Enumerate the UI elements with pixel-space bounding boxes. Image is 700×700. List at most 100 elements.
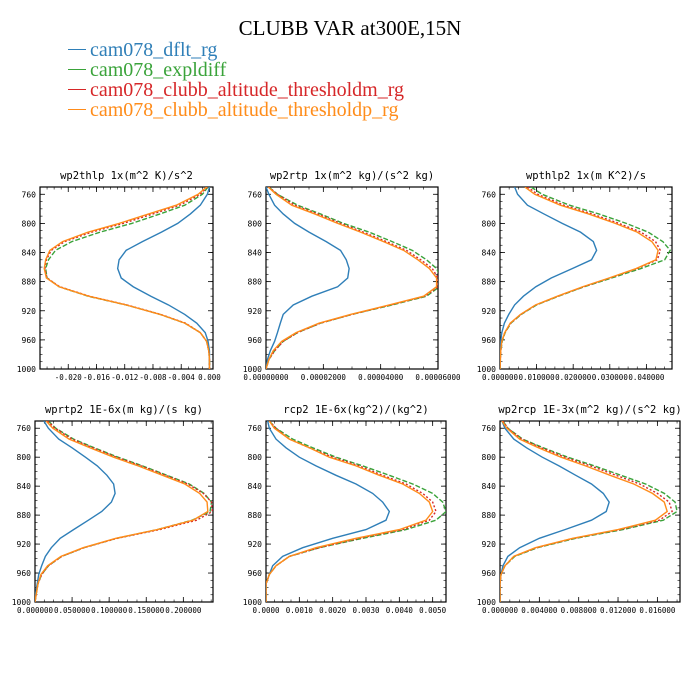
y-tick-label: 840 [248, 482, 263, 491]
x-tick-label: -0.016 [83, 373, 111, 382]
series-line [500, 187, 672, 369]
y-tick-label: 840 [17, 482, 32, 491]
series-line [43, 187, 211, 369]
y-tick-label: 800 [22, 219, 37, 228]
chart-title: wpthlp2 1x(m K^2)/s [526, 170, 646, 182]
plot-frame [499, 186, 673, 370]
x-tick-label: 0.00006000 [415, 373, 461, 382]
x-tick-label: 0.00002000 [301, 373, 347, 382]
legend-swatch [68, 88, 86, 90]
x-tick-label: -0.020 [55, 373, 83, 382]
legend-item-thresholdp: cam078_clubb_altitude_thresholdp_rg [68, 100, 404, 120]
series-line [266, 421, 437, 602]
y-tick-label: 800 [248, 219, 263, 228]
y-tick-label: 880 [22, 278, 37, 287]
y-tick-label: 800 [17, 453, 32, 462]
chart-title: wp2thlp 1x(m^2 K)/s^2 [60, 170, 193, 182]
series-line [116, 187, 211, 369]
x-tick-label: 0.0030 [352, 606, 380, 615]
y-tick-label: 1000 [477, 365, 496, 374]
x-tick-label: 0.150000 [128, 606, 165, 615]
x-tick-label: 0.016000 [639, 606, 676, 615]
legend-label: cam078_clubb_altitude_thresholdm_rg [90, 79, 405, 101]
x-tick-label: 0.0050 [419, 606, 447, 615]
chart-panel: wp2thlp 1x(m^2 K)/s^2 760 800 840 880 920 960 1… [17, 170, 222, 382]
y-tick-label: 880 [17, 511, 32, 520]
x-tick-label: 0.200000 [165, 606, 202, 615]
series-line [35, 421, 213, 602]
y-tick-label: 1000 [477, 598, 496, 607]
y-tick-label: 880 [482, 278, 497, 287]
page-title: CLUBB VAR at300E,15N [238, 16, 462, 40]
y-tick-label: 880 [248, 511, 263, 520]
x-tick-label: -0.008 [139, 373, 167, 382]
y-tick-label: 1000 [243, 365, 262, 374]
x-tick-label: 0.00004000 [358, 373, 404, 382]
legend-swatch [68, 108, 86, 110]
chart-title: wp2rcp 1E-3x(m^2 kg)/(s^2 kg) [498, 404, 681, 416]
y-tick-label: 960 [17, 569, 32, 578]
x-tick-label: 0.0010 [286, 606, 314, 615]
plot-frame [34, 420, 214, 603]
series-line [35, 421, 209, 602]
x-tick-label: 0.040000 [628, 373, 665, 382]
series-line [266, 421, 434, 602]
y-tick-label: 960 [482, 569, 497, 578]
chart-panel: wprtp2 1E-6x(m kg)/(s kg) 760 800 840 880 920… [12, 404, 214, 615]
legend-swatch [68, 48, 86, 50]
y-tick-label: 840 [482, 482, 497, 491]
series-line [500, 421, 673, 602]
x-tick-label: 0.010000 [519, 373, 556, 382]
y-tick-label: 960 [22, 336, 37, 345]
y-tick-label: 800 [482, 453, 497, 462]
x-tick-label: 0.030000 [592, 373, 629, 382]
x-tick-label: 0.000000 [482, 373, 519, 382]
series-line [266, 187, 438, 369]
series-line [35, 421, 213, 602]
x-tick-label: 0.008000 [561, 606, 598, 615]
y-tick-label: 960 [482, 336, 497, 345]
y-tick-label: 760 [248, 424, 263, 433]
y-tick-label: 840 [482, 249, 497, 258]
series-line [44, 187, 211, 369]
y-tick-label: 920 [482, 307, 497, 316]
legend-item-dflt: cam078_dflt_rg [68, 40, 404, 60]
x-tick-label: 0.012000 [600, 606, 637, 615]
y-tick-label: 920 [17, 540, 32, 549]
series-line [500, 187, 659, 369]
y-tick-label: 800 [248, 453, 263, 462]
legend: cam078_dflt_rg cam078_expldiff cam078_cl… [68, 40, 404, 120]
y-tick-label: 760 [482, 424, 497, 433]
y-tick-label: 1000 [17, 365, 36, 374]
series-line [35, 421, 116, 602]
x-tick-label: 0.00000000 [243, 373, 289, 382]
chart-title: rcp2 1E-6x(kg^2)/(kg^2) [283, 404, 428, 416]
y-tick-label: 760 [22, 190, 37, 199]
chart-panel: rcp2 1E-6x(kg^2)/(kg^2) 760 800 840 880 920 96… [243, 404, 447, 615]
series-line [266, 187, 350, 369]
chart-panel: wpthlp2 1x(m K^2)/s 760 800 840 880 920 960 100… [477, 170, 673, 382]
legend-label: cam078_expldiff [90, 59, 227, 81]
y-tick-label: 800 [482, 219, 497, 228]
y-tick-label: 760 [482, 190, 497, 199]
chart-title: wprtp2 1E-6x(m kg)/(s kg) [45, 404, 203, 416]
series-line [266, 421, 391, 602]
series-line [500, 421, 678, 602]
x-tick-label: 0.004000 [521, 606, 558, 615]
x-tick-label: 0.0020 [319, 606, 347, 615]
x-tick-label: 0.020000 [555, 373, 592, 382]
y-tick-label: 1000 [243, 598, 262, 607]
y-tick-label: 960 [248, 336, 263, 345]
legend-label: cam078_dflt_rg [90, 39, 218, 61]
y-tick-label: 840 [22, 249, 37, 258]
legend-swatch [68, 68, 86, 70]
x-tick-label: 0.000000 [482, 606, 519, 615]
y-tick-label: 880 [482, 511, 497, 520]
legend-item-thresholdm: cam078_clubb_altitude_thresholdm_rg [68, 80, 404, 100]
x-tick-label: -0.004 [168, 373, 196, 382]
series-line [500, 187, 662, 369]
chart-panel: wp2rcp 1E-3x(m^2 kg)/(s^2 kg)760 800 840 88… [477, 404, 682, 615]
y-tick-label: 760 [248, 190, 263, 199]
y-tick-label: 920 [248, 307, 263, 316]
plot-frame [39, 186, 214, 370]
